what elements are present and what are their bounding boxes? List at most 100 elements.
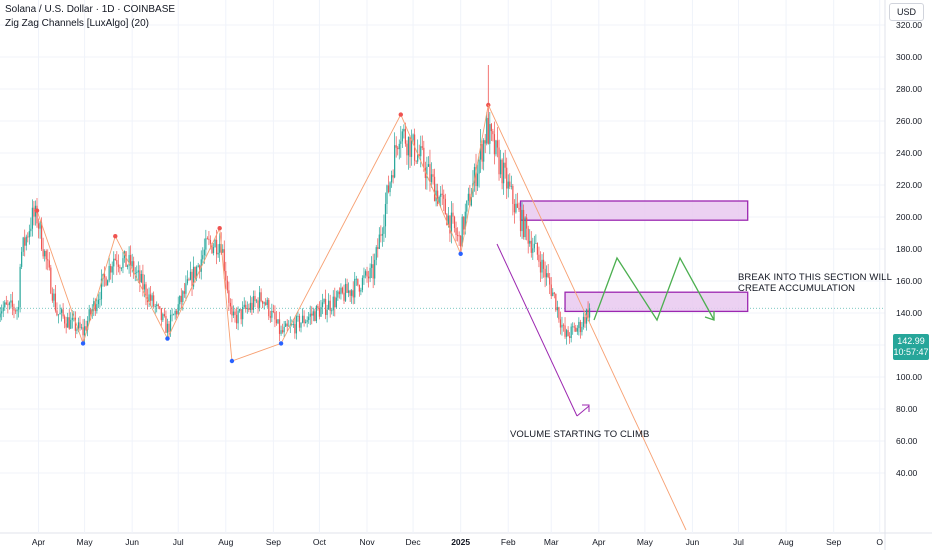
candle-body [10, 300, 12, 303]
candle-body [510, 185, 512, 187]
candle-body [214, 239, 216, 248]
candle-body [54, 293, 57, 311]
candle-body [17, 307, 20, 310]
candle-body [312, 311, 314, 316]
candle-body [507, 181, 509, 189]
candle-body [105, 277, 107, 286]
candle-body [400, 141, 402, 144]
zigzag-high-dot [34, 208, 40, 213]
candle-body [16, 309, 18, 312]
candle-body [374, 259, 376, 279]
candle-body [438, 196, 440, 204]
indicator-label[interactable]: Zig Zag Channels [LuxAlgo] (20) [5, 18, 149, 29]
candle-body [424, 167, 426, 179]
currency-button[interactable]: USD [888, 3, 924, 21]
candle-body [110, 266, 112, 273]
candle-body [565, 330, 568, 337]
candle-body [437, 190, 439, 204]
candle-body [366, 271, 368, 277]
candle-body [581, 326, 583, 333]
candle-body [539, 261, 542, 273]
candle-body [306, 320, 308, 322]
symbol-title: Solana / U.S. Dollar · 1D · COINBASE [5, 4, 176, 15]
candle-body [572, 326, 574, 328]
candle-body [387, 185, 390, 193]
candle-body [107, 280, 109, 286]
candle-body [529, 240, 531, 244]
candle-body [274, 312, 276, 320]
candle-body [260, 292, 262, 302]
candle-body [243, 304, 245, 308]
candle-body [272, 310, 274, 313]
candle-body [166, 323, 169, 333]
candle-body [423, 147, 425, 168]
candle-body [180, 295, 182, 302]
candle-body [535, 243, 537, 244]
y-tick-label: 320.00 [896, 20, 922, 30]
volume-arrow-line-2 [576, 405, 590, 417]
candle-body [432, 174, 434, 177]
candle-body [136, 272, 138, 274]
candle-body [288, 325, 290, 327]
zigzag-low-dot [165, 336, 170, 341]
candle-body [318, 308, 321, 317]
candle-body [361, 277, 364, 290]
candle-body [14, 310, 17, 312]
candle-body [495, 140, 497, 155]
candle-body [496, 140, 499, 148]
candle-body [381, 233, 383, 236]
candle-body [579, 321, 581, 333]
candle-body [100, 278, 103, 300]
candle-body [262, 301, 264, 304]
candle-body [394, 145, 396, 178]
candle-body [398, 143, 400, 150]
x-tick-label: Sep [826, 537, 841, 547]
candle-body [143, 284, 146, 290]
candle-body [182, 291, 184, 302]
candle-body [27, 236, 29, 238]
candle-body [430, 174, 433, 183]
candle-body [390, 175, 393, 183]
candle-body [99, 299, 101, 301]
candle-body [401, 131, 403, 142]
candle-body [561, 324, 563, 328]
candle-body [239, 309, 241, 311]
candle-body [541, 259, 543, 273]
candle-body [441, 193, 443, 195]
candle-body [65, 323, 67, 328]
candle-body [28, 231, 30, 238]
candle-body [470, 197, 473, 206]
candle-body [562, 324, 565, 326]
candle-body [173, 314, 175, 316]
candle-body [76, 329, 78, 331]
candle-body [452, 212, 454, 217]
candle-body [504, 162, 506, 168]
candle-body [352, 290, 354, 298]
candle-body [498, 147, 500, 175]
candle-body [151, 295, 153, 301]
candle-body [116, 260, 118, 265]
candle-body [487, 117, 489, 144]
candle-body [549, 277, 551, 285]
candle-body [57, 314, 60, 316]
candle-body [94, 301, 96, 312]
candle-body [575, 327, 577, 332]
candle-body [427, 164, 430, 167]
candle-body [120, 267, 123, 269]
candle-body [395, 145, 397, 148]
candle-body [286, 323, 288, 327]
candle-body [82, 327, 84, 336]
candle-body [240, 309, 242, 320]
candle-body [268, 299, 270, 317]
candle-body [403, 128, 405, 132]
candle-body [349, 290, 351, 296]
candle-body [64, 316, 66, 324]
candle-body [553, 292, 555, 294]
candle-body [209, 239, 212, 244]
volume-arrow-head [582, 404, 590, 412]
x-tick-label: Mar [544, 537, 559, 547]
x-tick-label: May [77, 537, 94, 547]
candle-body [149, 294, 152, 301]
